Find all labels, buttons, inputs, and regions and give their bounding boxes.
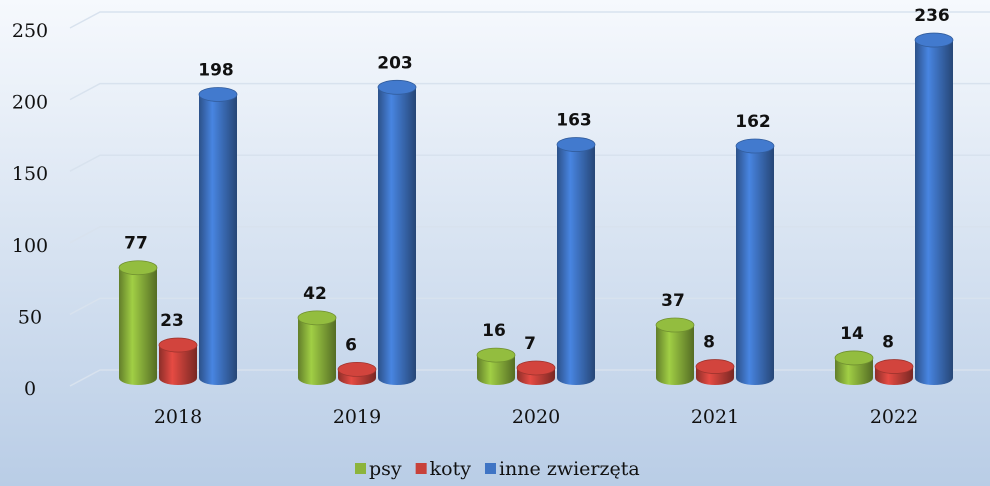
cylinder-body <box>298 317 336 385</box>
data-label: 236 <box>914 6 950 26</box>
cylinder-top <box>198 87 238 102</box>
cylinder-top <box>158 337 198 353</box>
bar <box>735 138 775 385</box>
bar <box>834 350 874 385</box>
cylinder-body <box>119 267 157 385</box>
bar <box>377 79 417 385</box>
bar <box>695 359 735 385</box>
legend-label: psy <box>369 458 402 480</box>
cylinder-body <box>378 87 416 385</box>
grid-line <box>69 11 990 29</box>
cylinder-body <box>159 345 197 385</box>
x-tick-label: 2020 <box>512 406 560 428</box>
bar <box>337 362 377 385</box>
data-label: 8 <box>882 333 894 353</box>
cylinder-top <box>516 360 556 376</box>
data-label: 6 <box>345 335 357 355</box>
cylinder-body <box>835 357 873 385</box>
cylinder-top <box>874 359 914 374</box>
data-label: 7 <box>524 334 536 354</box>
cylinder-top <box>914 32 954 48</box>
cylinder-body <box>736 146 774 385</box>
cylinder-body <box>557 144 595 385</box>
cylinder-body <box>199 94 237 386</box>
data-label: 16 <box>482 321 506 341</box>
cylinder-body <box>477 355 515 385</box>
cylinder-top <box>297 310 337 326</box>
data-label: 163 <box>556 111 592 131</box>
data-label: 14 <box>840 324 864 344</box>
cylinder-top <box>337 362 377 377</box>
cylinder-top <box>476 347 516 363</box>
x-tick-label: 2021 <box>691 406 739 428</box>
y-tick-label: 50 <box>18 306 42 328</box>
bar <box>297 310 337 385</box>
cylinder-top <box>695 359 735 374</box>
bar <box>158 337 198 385</box>
y-tick-label: 150 <box>12 163 48 185</box>
cylinder-top <box>834 350 874 366</box>
bar <box>556 137 596 385</box>
bar <box>655 317 695 385</box>
y-tick-label: 200 <box>12 92 48 114</box>
legend-swatch <box>415 463 427 474</box>
cylinder-body <box>915 40 953 385</box>
grid-line <box>69 226 990 244</box>
x-tick-label: 2018 <box>154 406 202 428</box>
cylinder-top <box>377 79 417 95</box>
legend-label: koty <box>430 458 472 480</box>
data-label: 37 <box>661 291 685 311</box>
bar <box>476 347 516 385</box>
bar <box>198 87 238 386</box>
bar <box>118 260 158 385</box>
data-label: 77 <box>124 234 148 254</box>
bar <box>914 32 954 385</box>
x-tick-label: 2019 <box>333 406 381 428</box>
cylinder-top <box>655 317 695 333</box>
legend-label: inne zwierzęta <box>499 458 640 480</box>
legend-swatch <box>355 463 366 474</box>
data-label: 198 <box>198 60 234 80</box>
data-label: 203 <box>377 53 413 73</box>
bar <box>516 360 556 385</box>
data-label: 23 <box>160 311 184 331</box>
data-label: 42 <box>303 284 327 304</box>
y-tick-label: 100 <box>12 235 48 257</box>
data-label: 162 <box>735 112 771 132</box>
y-tick-label: 250 <box>12 20 48 42</box>
cylinder-top <box>735 138 775 154</box>
data-label: 8 <box>703 333 715 353</box>
grid-line <box>69 82 990 101</box>
grid-line <box>69 154 990 172</box>
grid-line <box>69 297 990 316</box>
cylinder-top <box>118 260 158 276</box>
legend-swatch <box>484 463 496 474</box>
cylinder-top <box>556 137 596 152</box>
cylinder-body <box>656 325 694 385</box>
y-tick-label: 0 <box>24 378 36 400</box>
x-tick-label: 2022 <box>870 406 918 428</box>
bar <box>874 359 914 385</box>
